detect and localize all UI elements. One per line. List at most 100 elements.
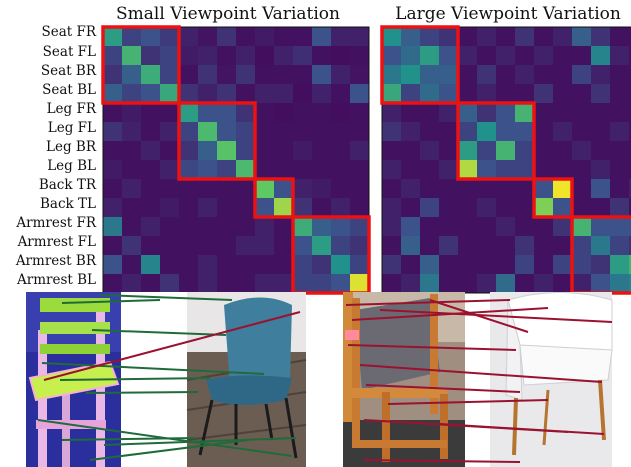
heatmap-cell xyxy=(382,255,402,275)
wooden-chair-photo xyxy=(343,292,465,467)
heatmap-cell xyxy=(439,84,459,104)
heatmap-cell xyxy=(141,255,161,275)
heatmap-cell xyxy=(350,274,370,294)
heatmap-cell xyxy=(293,65,313,85)
heatmap-cell xyxy=(382,84,402,104)
heatmap-cell xyxy=(458,160,478,180)
heatmap-cell xyxy=(496,198,516,218)
heatmap-cell xyxy=(122,160,142,180)
heatmap-cell xyxy=(255,160,275,180)
heatmap-cell xyxy=(591,122,611,142)
heatmap-cell xyxy=(236,160,256,180)
heatmap-cell xyxy=(477,160,497,180)
heatmap-cell xyxy=(255,65,275,85)
heatmap-cell xyxy=(160,84,180,104)
heatmap-cell xyxy=(141,46,161,66)
heatmap-cell xyxy=(534,65,554,85)
heatmap-cell xyxy=(496,65,516,85)
heatmap-cell xyxy=(217,141,237,161)
heatmap-cell xyxy=(312,255,332,275)
heatmap-cell xyxy=(293,255,313,275)
heatmap-cell xyxy=(420,84,440,104)
heatmap-cell xyxy=(553,84,573,104)
heatmap-cell xyxy=(236,217,256,237)
heatmap-cell xyxy=(160,217,180,237)
heatmap-cell xyxy=(236,198,256,218)
heatmap-cell xyxy=(274,46,294,66)
heatmap-cell xyxy=(198,141,218,161)
heatmap-cell xyxy=(610,198,630,218)
heatmap-cell xyxy=(610,122,630,142)
heatmap-cell xyxy=(331,122,351,142)
heatmap-cell xyxy=(458,179,478,199)
heatmap-cell xyxy=(515,255,535,275)
heatmap-cell xyxy=(274,160,294,180)
heatmap-cell xyxy=(293,103,313,123)
heatmap-cell xyxy=(331,198,351,218)
heatmap-cell xyxy=(610,103,630,123)
heatmap-cell xyxy=(293,122,313,142)
heatmap-cell xyxy=(401,122,421,142)
heatmap-cell xyxy=(312,179,332,199)
heatmap-cell xyxy=(382,46,402,66)
heatmap-cell xyxy=(141,160,161,180)
heatmap-cell xyxy=(610,46,630,66)
heatmap-cell xyxy=(255,198,275,218)
heatmap-cell xyxy=(553,122,573,142)
heatmap-cell xyxy=(160,27,180,47)
heatmap-cell xyxy=(610,84,630,104)
heatmap-cell xyxy=(331,217,351,237)
heatmap-cell xyxy=(439,236,459,256)
heatmap-cell xyxy=(141,27,161,47)
heatmap-cell xyxy=(496,27,516,47)
heatmap-cell xyxy=(610,217,630,237)
heatmap-cell xyxy=(331,65,351,85)
heatmap-cell xyxy=(217,122,237,142)
heatmap-cell xyxy=(439,103,459,123)
heatmap-cell xyxy=(458,274,478,294)
heatmap-cell xyxy=(458,236,478,256)
heatmap-cell xyxy=(439,274,459,294)
heatmap-cell xyxy=(350,141,370,161)
heatmap-cell xyxy=(160,160,180,180)
heatmap-cell xyxy=(477,274,497,294)
heatmap-cell xyxy=(496,160,516,180)
heatmap-cell xyxy=(255,27,275,47)
heatmap-cell xyxy=(293,217,313,237)
heatmap-cell xyxy=(293,84,313,104)
heatmap-cell xyxy=(198,103,218,123)
heatmap-cell xyxy=(401,65,421,85)
heatmap-cell xyxy=(274,179,294,199)
heatmap-cell xyxy=(293,179,313,199)
heatmap-cell xyxy=(515,198,535,218)
heatmap-cell xyxy=(591,46,611,66)
heatmap-cell xyxy=(331,84,351,104)
heatmap-cell xyxy=(401,274,421,294)
heatmap-cell xyxy=(274,122,294,142)
heatmap-cell xyxy=(401,27,421,47)
heatmap-cell xyxy=(331,103,351,123)
heatmap-cell xyxy=(553,27,573,47)
heatmap-cell xyxy=(255,122,275,142)
heatmap-cell xyxy=(477,255,497,275)
heatmap-cell xyxy=(401,236,421,256)
heatmap-cell xyxy=(401,255,421,275)
heatmap-cell xyxy=(331,46,351,66)
heatmap-cell xyxy=(293,46,313,66)
heatmap-cell xyxy=(591,236,611,256)
heatmap-cell xyxy=(255,46,275,66)
heatmap-cell xyxy=(401,179,421,199)
heatmap-cell xyxy=(331,236,351,256)
heatmap-cell xyxy=(217,217,237,237)
heatmap-cell xyxy=(293,236,313,256)
heatmap-cell xyxy=(293,141,313,161)
heatmap-cell xyxy=(103,122,123,142)
photo-pair-small-viewpoint xyxy=(26,292,306,467)
heatmap-cell xyxy=(382,160,402,180)
heatmap-cell xyxy=(553,65,573,85)
heatmap-cell xyxy=(293,27,313,47)
heatmap-large-viewpoint xyxy=(382,27,631,294)
heatmap-cell xyxy=(477,65,497,85)
heatmap-cell xyxy=(458,198,478,218)
heatmap-cell xyxy=(572,103,592,123)
